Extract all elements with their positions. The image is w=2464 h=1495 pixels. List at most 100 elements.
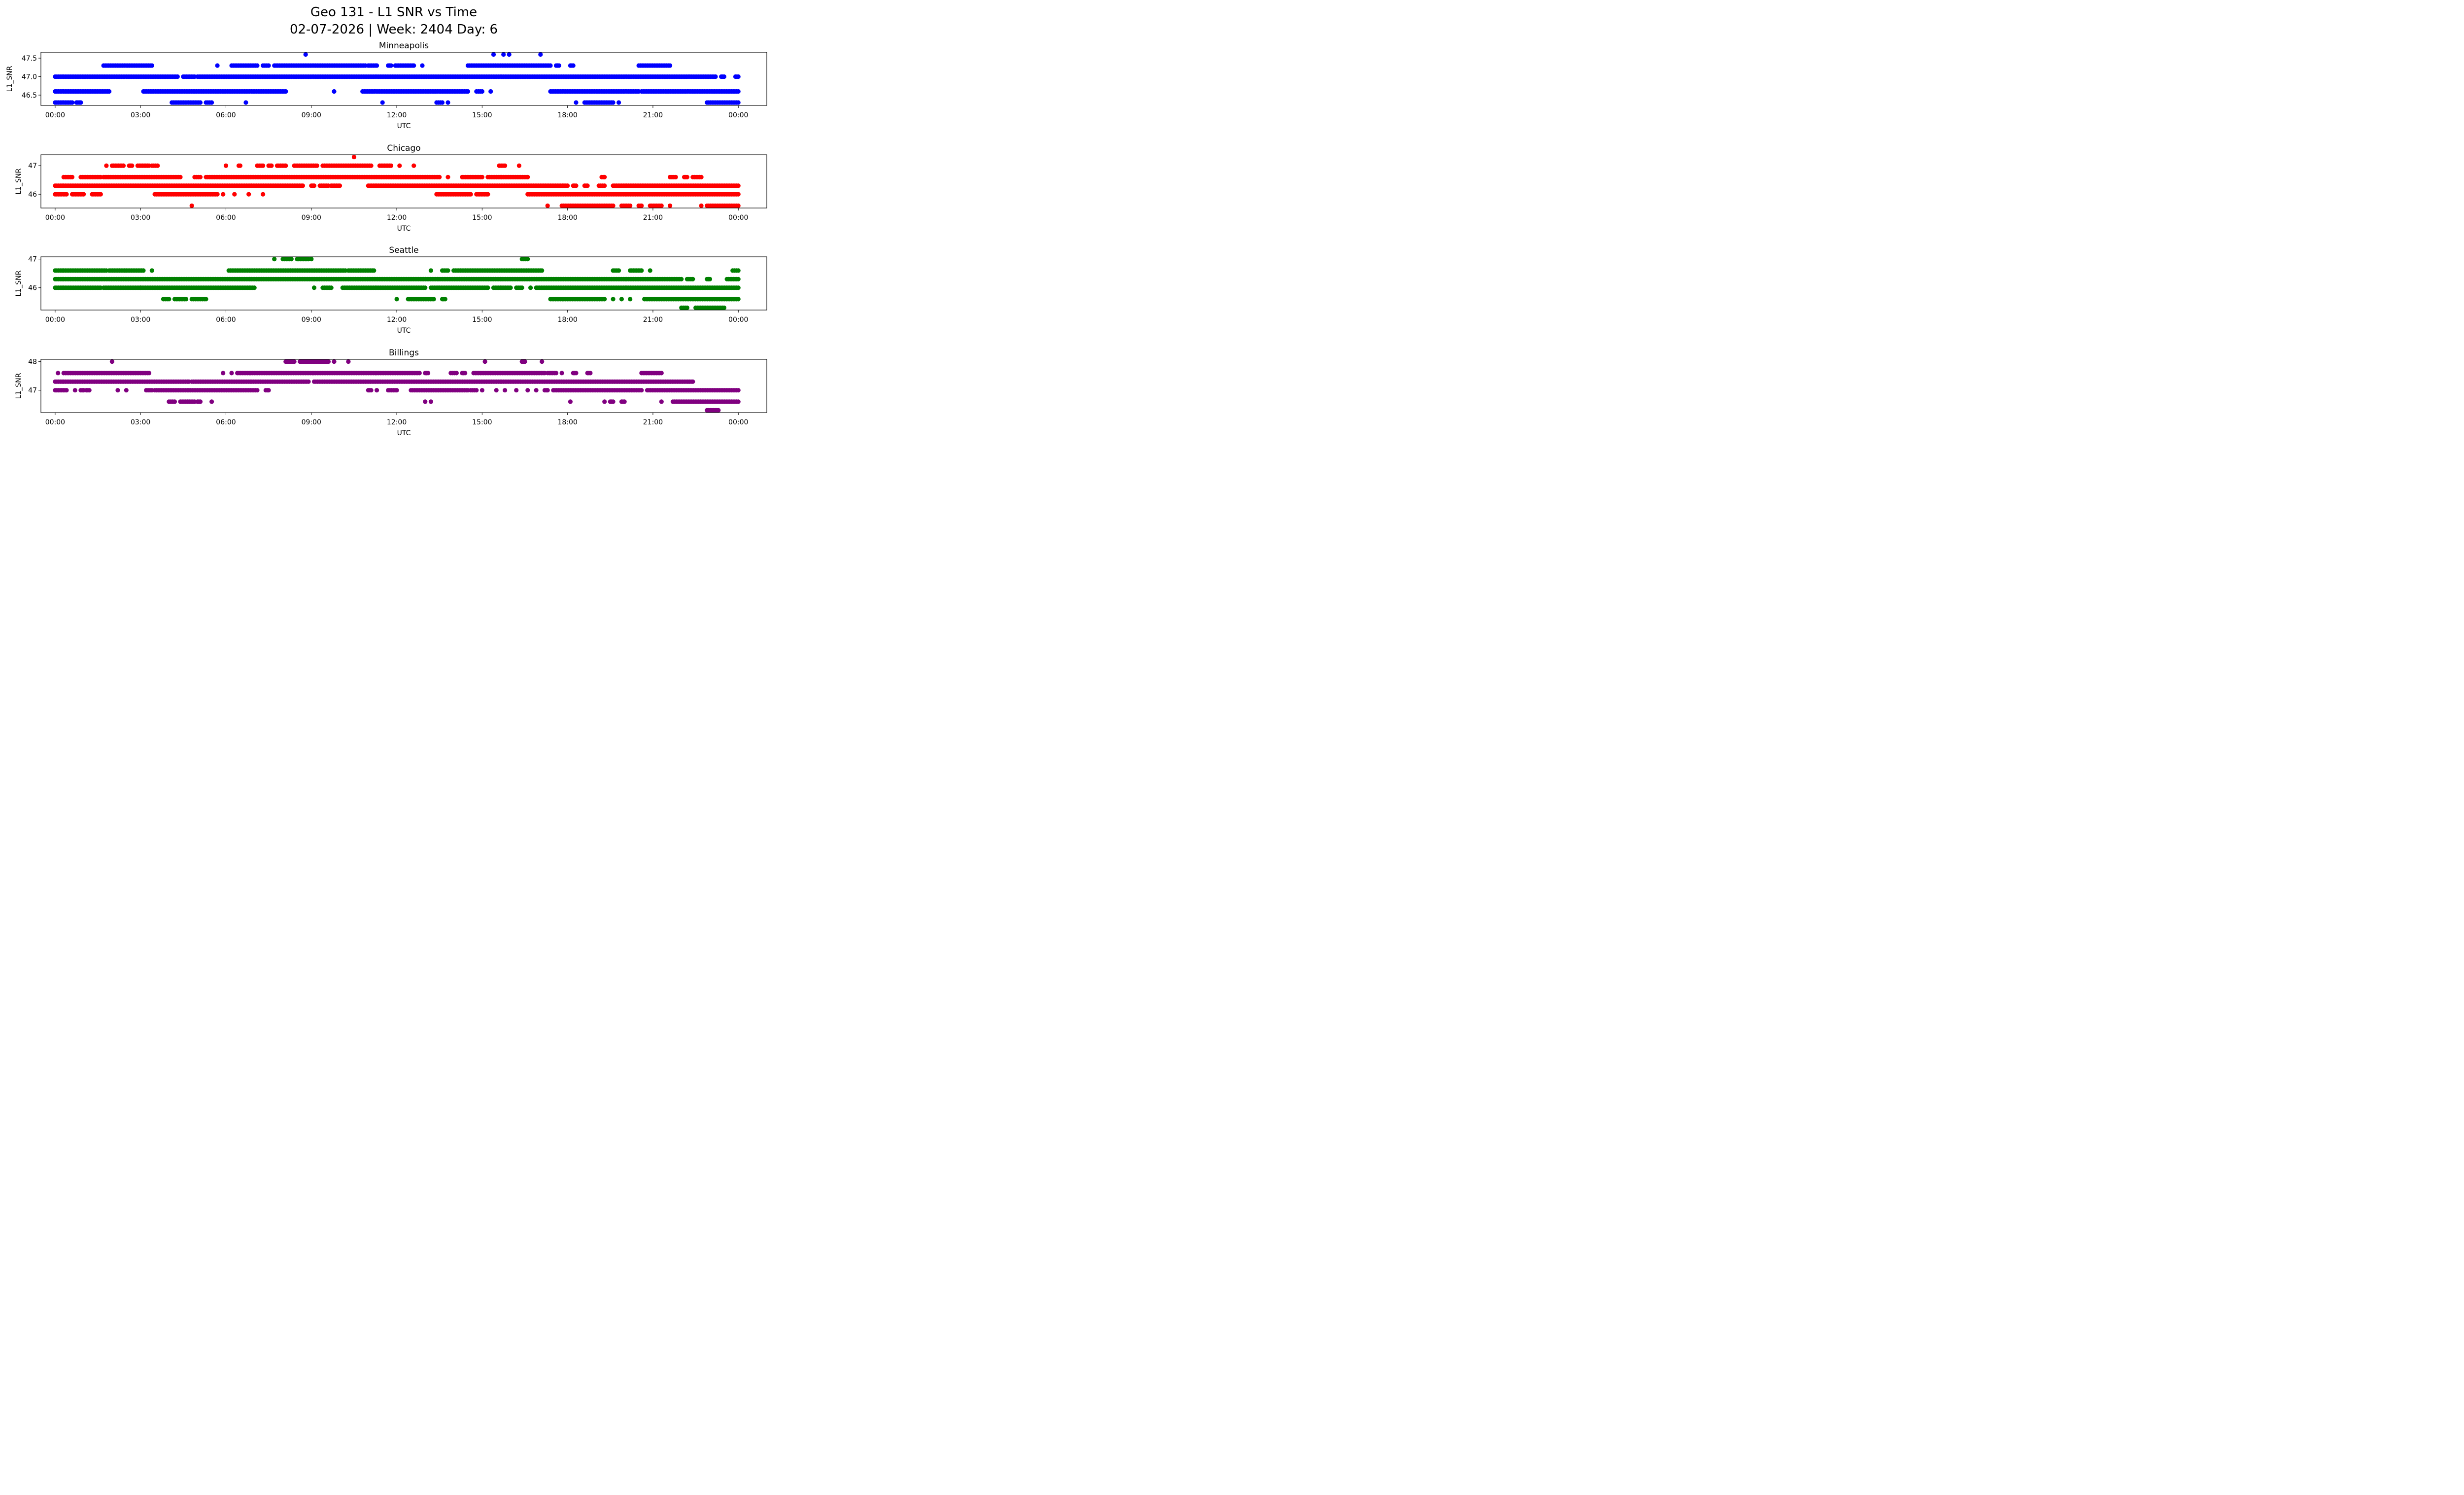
- figure: Geo 131 - L1 SNR vs Time 02-07-2026 | We…: [6, 5, 767, 437]
- y-tick-label: 46: [28, 191, 37, 199]
- scatter-series: [53, 52, 741, 105]
- data-point: [252, 285, 257, 290]
- data-point: [311, 183, 317, 188]
- data-point: [124, 388, 129, 393]
- data-point: [332, 359, 337, 364]
- data-point: [109, 359, 114, 364]
- data-point: [215, 63, 220, 68]
- data-point: [648, 268, 652, 273]
- data-point: [155, 163, 160, 168]
- data-point: [736, 268, 741, 273]
- data-point: [699, 174, 704, 179]
- data-point: [538, 52, 543, 57]
- data-point: [98, 192, 103, 197]
- data-point: [522, 359, 527, 364]
- data-point: [721, 74, 726, 79]
- data-point: [445, 174, 450, 179]
- data-point: [699, 203, 704, 208]
- data-point: [78, 100, 83, 105]
- data-point: [369, 388, 374, 393]
- data-point: [716, 408, 721, 413]
- data-point: [69, 174, 75, 179]
- data-point: [659, 203, 664, 208]
- data-point: [303, 52, 308, 57]
- data-point: [198, 399, 203, 404]
- data-point: [72, 388, 77, 393]
- data-point: [221, 371, 226, 376]
- x-axis-label: UTC: [397, 122, 411, 130]
- y-tick-label: 47: [28, 162, 37, 170]
- data-point: [209, 100, 214, 105]
- data-point: [454, 371, 459, 376]
- x-tick-label: 06:00: [216, 418, 236, 426]
- x-tick-label: 15:00: [472, 316, 492, 324]
- data-point: [673, 174, 678, 179]
- x-tick-label: 06:00: [216, 214, 236, 222]
- data-point: [574, 183, 579, 188]
- x-tick-label: 18:00: [557, 214, 577, 222]
- data-point: [411, 163, 416, 168]
- x-axis-label: UTC: [397, 327, 411, 335]
- axes-frame: [40, 52, 767, 106]
- x-tick-label: 09:00: [302, 214, 321, 222]
- data-point: [516, 163, 521, 168]
- data-point: [616, 268, 621, 273]
- data-point: [149, 63, 154, 68]
- data-point: [266, 388, 271, 393]
- data-point: [494, 388, 499, 393]
- data-point: [445, 100, 450, 105]
- data-point: [283, 89, 288, 94]
- data-point: [423, 399, 428, 404]
- axes-frame: [40, 359, 767, 413]
- data-point: [690, 277, 695, 281]
- data-point: [479, 89, 485, 94]
- data-point: [411, 63, 416, 68]
- data-point: [619, 297, 624, 302]
- data-point: [611, 203, 616, 208]
- data-point: [602, 297, 607, 302]
- data-point: [528, 285, 533, 290]
- data-point: [81, 192, 86, 197]
- panel-title: Minneapolis: [379, 41, 429, 51]
- x-tick-label: 00:00: [45, 214, 65, 222]
- panel-title: Chicago: [387, 143, 420, 153]
- data-point: [503, 163, 508, 168]
- data-point: [423, 285, 428, 290]
- data-point: [209, 399, 214, 404]
- x-tick-label: 21:00: [643, 214, 663, 222]
- data-point: [375, 388, 379, 393]
- data-point: [545, 388, 550, 393]
- x-tick-label: 06:00: [216, 111, 236, 119]
- data-point: [167, 297, 171, 302]
- data-point: [707, 277, 713, 281]
- data-point: [571, 63, 576, 68]
- data-point: [255, 63, 260, 68]
- axes-frame: [40, 256, 767, 311]
- x-tick-label: 00:00: [45, 316, 65, 324]
- x-axis-label: UTC: [397, 429, 411, 437]
- data-point: [232, 192, 237, 197]
- data-point: [428, 399, 434, 404]
- data-point: [417, 371, 422, 376]
- chart-subtitle: 02-07-2026 | Week: 2404 Day: 6: [290, 22, 498, 37]
- data-point: [684, 174, 689, 179]
- data-point: [261, 192, 266, 197]
- data-point: [198, 100, 203, 105]
- data-point: [488, 89, 493, 94]
- data-point: [394, 297, 399, 302]
- data-point: [369, 163, 374, 168]
- data-point: [668, 63, 673, 68]
- data-point: [690, 379, 695, 384]
- data-point: [204, 297, 208, 302]
- data-point: [445, 268, 450, 273]
- x-tick-label: 03:00: [131, 316, 150, 324]
- data-point: [525, 174, 530, 179]
- data-point: [437, 174, 442, 179]
- data-point: [428, 268, 434, 273]
- panel-title: Billings: [389, 348, 419, 358]
- data-point: [485, 285, 490, 290]
- data-point: [329, 285, 334, 290]
- y-tick-label: 48: [28, 358, 37, 366]
- data-point: [540, 268, 545, 273]
- y-tick-label: 47: [28, 256, 37, 264]
